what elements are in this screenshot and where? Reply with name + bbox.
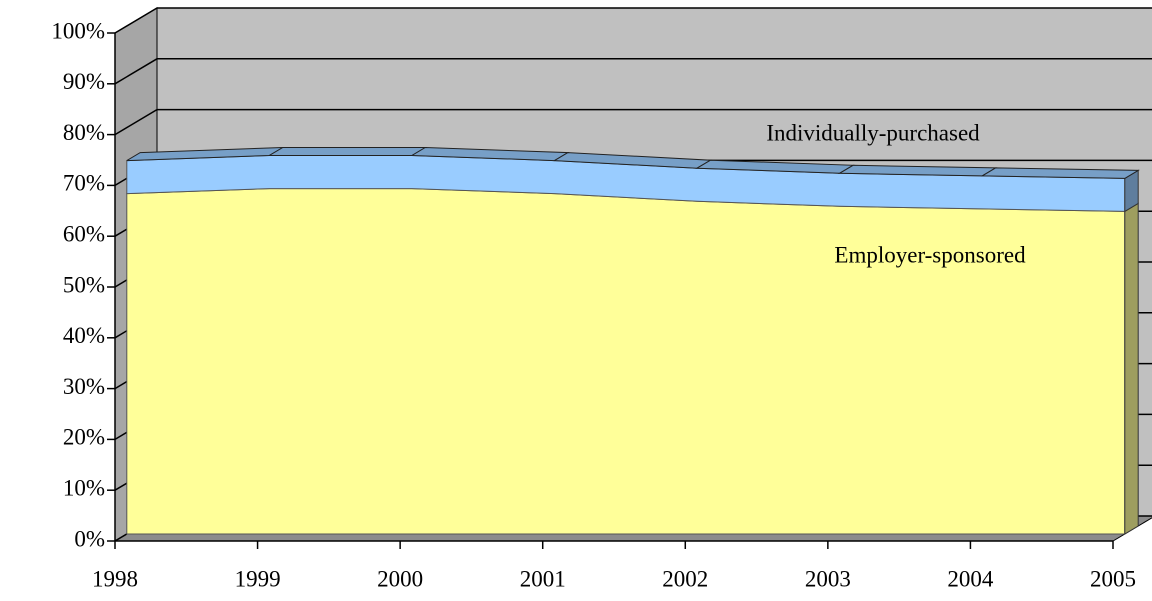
grid-line (114, 58, 1152, 85)
area-top (267, 147, 428, 156)
x-tick-label: 2001 (520, 566, 566, 591)
y-tick-label: 80% (63, 120, 105, 145)
area (126, 188, 1126, 535)
y-tick-label: 40% (63, 323, 105, 348)
x-tick-label: 2003 (805, 566, 851, 591)
y-tick-label: 90% (63, 69, 105, 94)
x-tick-label: 2000 (377, 566, 423, 591)
series-label: Employer-sponsored (834, 242, 1026, 267)
area-top (980, 167, 1140, 179)
series-label: Individually-purchased (766, 120, 980, 145)
y-tick-label: 50% (63, 272, 105, 297)
x-tick-label: 1999 (235, 566, 281, 591)
grid-line (114, 7, 1152, 34)
y-tick-label: 20% (63, 425, 105, 450)
x-tick-label: 2005 (1090, 566, 1136, 591)
x-tick-label: 2004 (947, 566, 994, 591)
y-tick-label: 70% (63, 171, 105, 196)
y-tick-label: 0% (74, 526, 105, 551)
grid-line (114, 108, 1152, 136)
y-tick-label: 10% (63, 475, 105, 500)
y-tick-label: 100% (51, 18, 105, 43)
x-tick-label: 1998 (92, 566, 138, 591)
y-tick-label: 60% (63, 221, 105, 246)
y-tick-label: 30% (63, 374, 105, 399)
x-tick-label: 2002 (662, 566, 708, 591)
area-end (1124, 202, 1139, 535)
